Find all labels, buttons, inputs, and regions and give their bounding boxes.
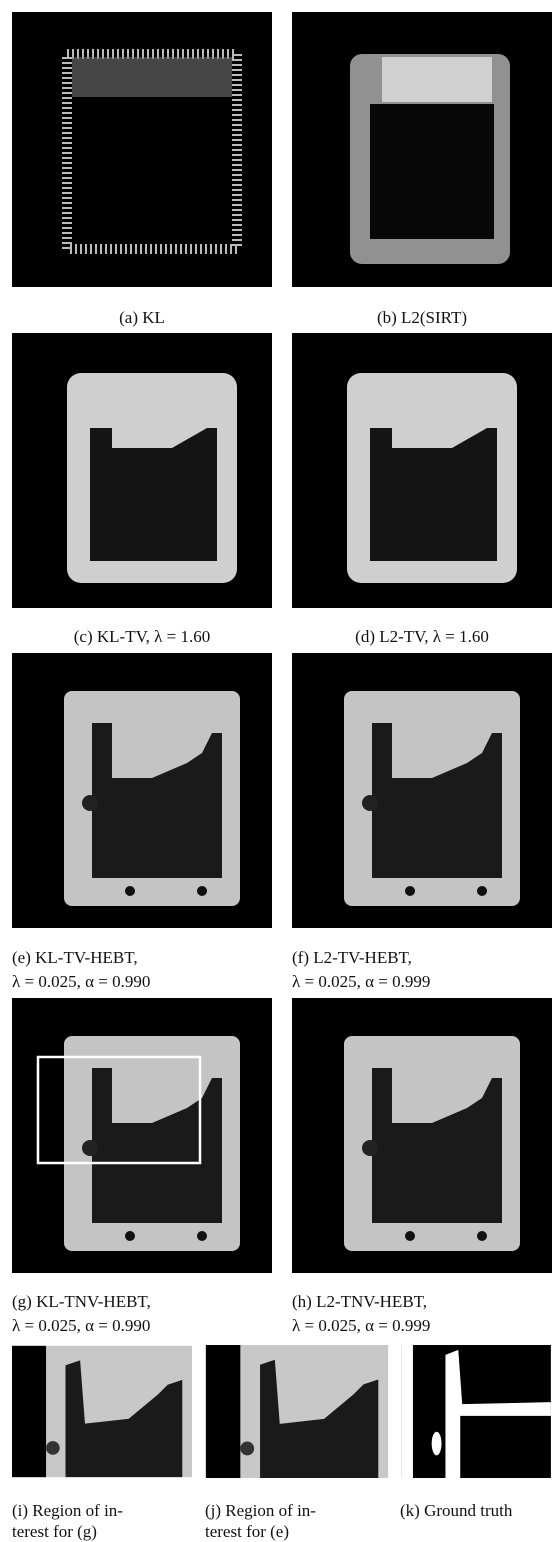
caption-line: terest for (g) <box>12 1521 123 1542</box>
image-b <box>292 12 552 287</box>
caption-line: λ = 0.025, α = 0.990 <box>12 1314 151 1338</box>
caption: (f) L2-TV-HEBT,λ = 0.025, α = 0.999 <box>292 946 430 994</box>
image-f <box>292 653 552 928</box>
caption-line: (k) Ground truth <box>400 1500 512 1521</box>
caption: (e) KL-TV-HEBT,λ = 0.025, α = 0.990 <box>12 946 150 994</box>
caption-line: terest for (e) <box>205 1521 316 1542</box>
image-a <box>12 12 272 287</box>
image-c <box>12 333 272 608</box>
caption-line: (j) Region of in- <box>205 1500 316 1521</box>
caption: (c) KL-TV, λ = 1.60 <box>12 625 272 649</box>
caption: (d) L2-TV, λ = 1.60 <box>292 625 552 649</box>
caption-line: (e) KL-TV-HEBT, <box>12 946 150 970</box>
caption: (g) KL-TNV-HEBT,λ = 0.025, α = 0.990 <box>12 1290 151 1338</box>
image-g <box>12 998 272 1273</box>
image-i <box>12 1345 192 1478</box>
caption: (h) L2-TNV-HEBT,λ = 0.025, α = 0.999 <box>292 1290 430 1338</box>
image-j <box>205 1345 389 1478</box>
image-e <box>12 653 272 928</box>
image-h <box>292 998 552 1273</box>
caption-line: (f) L2-TV-HEBT, <box>292 946 430 970</box>
caption: (k) Ground truth <box>400 1500 512 1521</box>
caption: (b) L2(SIRT) <box>292 306 552 330</box>
caption-line: (g) KL-TNV-HEBT, <box>12 1290 151 1314</box>
image-d <box>292 333 552 608</box>
caption-line: (h) L2-TNV-HEBT, <box>292 1290 430 1314</box>
figure: (a) KL (b) L2(SIRT) (c) KL-TV, λ = 1.60 … <box>0 0 552 1536</box>
caption: (a) KL <box>12 306 272 330</box>
caption-line: λ = 0.025, α = 0.999 <box>292 1314 430 1338</box>
caption-line: λ = 0.025, α = 0.999 <box>292 970 430 994</box>
caption-line: (i) Region of in- <box>12 1500 123 1521</box>
image-k <box>400 1345 552 1478</box>
caption-line: λ = 0.025, α = 0.990 <box>12 970 150 994</box>
